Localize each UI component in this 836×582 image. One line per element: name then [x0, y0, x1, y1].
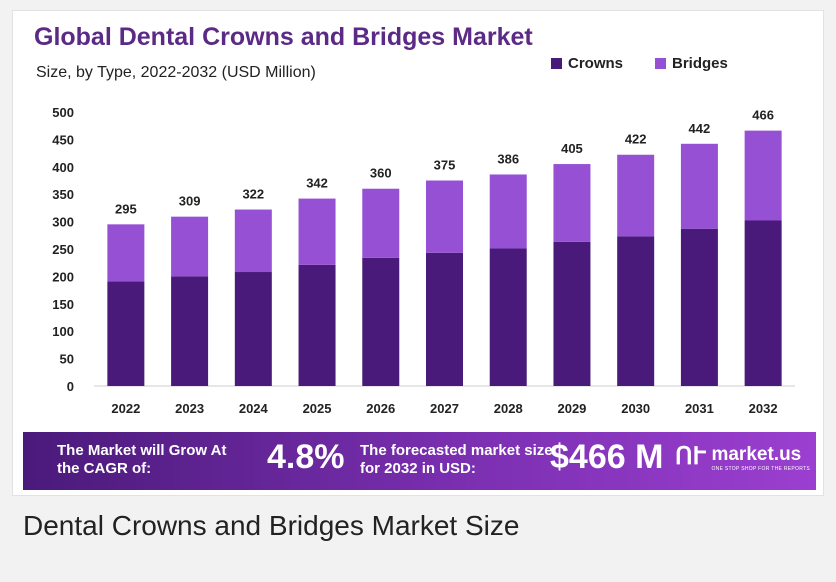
- data-label-total: 422: [625, 132, 647, 147]
- bar-crowns-2023: [171, 276, 209, 386]
- y-tick-label: 400: [52, 160, 74, 175]
- bar-bridges-2028: [489, 174, 527, 249]
- brand-name: market.us: [711, 444, 802, 465]
- x-tick-label: 2029: [557, 401, 586, 416]
- cagr-value: 4.8%: [267, 438, 345, 476]
- x-tick-label: 2032: [749, 401, 778, 416]
- data-label-total: 442: [689, 121, 711, 136]
- x-tick-label: 2028: [494, 401, 523, 416]
- data-label-total: 466: [752, 108, 774, 123]
- bar-crowns-2030: [617, 236, 655, 386]
- chart-subtitle: Size, by Type, 2022-2032 (USD Million): [36, 64, 316, 81]
- data-label-total: 405: [561, 141, 583, 156]
- x-tick-label: 2022: [111, 401, 140, 416]
- y-tick-label: 250: [52, 242, 74, 257]
- summary-banner: The Market will Grow At the CAGR of: 4.8…: [23, 432, 816, 490]
- y-tick-label: 0: [67, 379, 74, 394]
- data-label-total: 342: [306, 176, 328, 191]
- bar-crowns-2031: [680, 228, 718, 386]
- x-tick-label: 2031: [685, 401, 714, 416]
- bar-crowns-2025: [298, 264, 336, 386]
- bar-crowns-2032: [744, 220, 782, 386]
- bar-bridges-2023: [171, 216, 209, 277]
- x-tick-label: 2023: [175, 401, 204, 416]
- y-tick-label: 500: [52, 105, 74, 120]
- y-tick-label: 450: [52, 132, 74, 147]
- brand-logo-icon: ՈՒ: [675, 443, 706, 470]
- data-label-total: 322: [242, 187, 264, 202]
- data-label-total: 295: [115, 201, 137, 216]
- bar-bridges-2031: [680, 143, 718, 229]
- legend-swatch-crowns: [551, 58, 562, 69]
- y-tick-label: 200: [52, 269, 74, 284]
- legend-bridges: Bridges: [655, 55, 728, 72]
- brand-logo: ՈՒ market.us ONE STOP SHOP FOR THE REPOR…: [675, 443, 811, 473]
- cagr-text: The Market will Grow At the CAGR of:: [57, 442, 227, 477]
- chart-title: Global Dental Crowns and Bridges Market: [34, 23, 533, 51]
- bar-chart: 0 50 100 150 200 250 300 350 400 450 500 295 2022 309…: [52, 105, 795, 416]
- bar-bridges-2024: [234, 209, 272, 273]
- x-tick-label: 2025: [303, 401, 332, 416]
- y-tick-label: 300: [52, 215, 74, 230]
- legend-label-crowns: Crowns: [568, 55, 624, 72]
- bar-bridges-2025: [298, 198, 336, 265]
- data-label-total: 309: [179, 194, 201, 209]
- y-tick-label: 150: [52, 297, 74, 312]
- bar-bridges-2022: [107, 224, 145, 282]
- y-tick-label: 350: [52, 187, 74, 202]
- x-tick-label: 2026: [366, 401, 395, 416]
- bar-bridges-2027: [426, 180, 463, 253]
- legend-crowns: Crowns: [551, 55, 623, 72]
- x-tick-label: 2027: [430, 401, 459, 416]
- bar-bridges-2026: [362, 188, 400, 258]
- forecast-value: $466 M: [550, 438, 664, 476]
- bar-bridges-2032: [744, 130, 782, 221]
- data-label-total: 386: [497, 151, 519, 166]
- bar-bridges-2030: [617, 154, 655, 237]
- data-label-total: 360: [370, 166, 392, 181]
- bar-crowns-2022: [107, 281, 145, 386]
- data-label-total: 375: [434, 158, 456, 173]
- x-tick-label: 2024: [239, 401, 269, 416]
- brand-tagline: ONE STOP SHOP FOR THE REPORTS: [711, 466, 811, 472]
- bar-crowns-2026: [362, 257, 400, 386]
- legend-swatch-bridges: [655, 58, 666, 69]
- bar-crowns-2027: [426, 252, 463, 386]
- bar-crowns-2028: [489, 248, 527, 386]
- bar-crowns-2024: [234, 272, 272, 386]
- bar-bridges-2029: [553, 164, 591, 242]
- legend-label-bridges: Bridges: [672, 55, 728, 72]
- y-tick-label: 100: [52, 324, 74, 339]
- forecast-text: The forecasted market size for 2032 in U…: [360, 442, 553, 477]
- y-tick-label: 50: [60, 352, 74, 367]
- x-tick-label: 2030: [621, 401, 650, 416]
- image-caption: Dental Crowns and Bridges Market Size: [23, 510, 520, 541]
- bar-crowns-2029: [553, 241, 591, 386]
